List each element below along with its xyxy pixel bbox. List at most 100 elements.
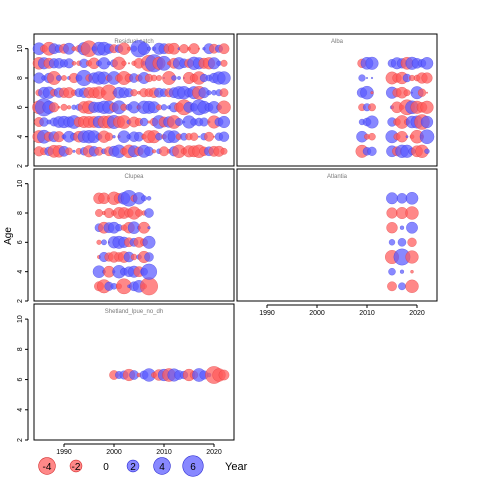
x-axis-label: Year bbox=[225, 461, 248, 473]
residual-bubble bbox=[218, 369, 230, 381]
residual-bubble bbox=[368, 103, 376, 112]
residual-bubble bbox=[197, 135, 200, 138]
x-tick-label: 2010 bbox=[156, 449, 172, 456]
panel-shetland: Shetland_lpue_no_dh 2 4 6 8 10 1990 2000 2010 202… bbox=[17, 303, 235, 456]
residual-bubble bbox=[417, 88, 427, 97]
residual-bubble bbox=[398, 282, 406, 291]
legend-label: 2 bbox=[130, 462, 136, 473]
residual-bubble bbox=[139, 117, 149, 127]
residual-bubble bbox=[95, 209, 103, 217]
residual-bubble bbox=[387, 281, 397, 292]
residual-bubble bbox=[370, 91, 374, 95]
residual-bubble bbox=[386, 192, 398, 205]
residual-bubble bbox=[101, 239, 107, 246]
residual-bubble bbox=[66, 105, 72, 110]
residual-bubble bbox=[399, 269, 405, 274]
residual-bubble bbox=[419, 129, 435, 144]
residual-bubble bbox=[57, 106, 61, 109]
y-tick-label: 6 bbox=[17, 105, 24, 109]
y-tick-label: 4 bbox=[17, 408, 24, 412]
residual-bubble bbox=[365, 76, 369, 80]
residual-bubble bbox=[188, 43, 200, 55]
x-tick-label: 1990 bbox=[56, 449, 72, 456]
y-tick-label: 4 bbox=[17, 270, 24, 274]
residual-bubble bbox=[65, 147, 73, 156]
residual-bubble bbox=[49, 102, 60, 113]
legend-label: -2 bbox=[72, 462, 81, 473]
x-tick-label: 2020 bbox=[409, 310, 425, 317]
panel-frame bbox=[33, 303, 235, 441]
residual-bubble bbox=[218, 43, 230, 55]
legend-bubble bbox=[153, 457, 171, 475]
residual-bubble bbox=[217, 115, 231, 129]
residual-bubble bbox=[405, 250, 419, 264]
residual-bubble bbox=[360, 85, 374, 100]
residual-bubble bbox=[407, 237, 417, 247]
y-axis-label: Age bbox=[3, 227, 14, 245]
residual-bubble bbox=[212, 135, 215, 138]
y-tick-label: 2 bbox=[17, 438, 24, 442]
legend-label: -4 bbox=[43, 462, 52, 473]
residual-bubble bbox=[56, 75, 62, 81]
y-tick-label: 2 bbox=[17, 164, 24, 168]
legend-bubble bbox=[182, 455, 204, 477]
residual-bubble bbox=[397, 238, 407, 247]
residual-bubble bbox=[206, 90, 212, 96]
residual-bubble bbox=[405, 191, 419, 205]
residual-bubble bbox=[218, 131, 230, 142]
residual-bubble bbox=[421, 72, 433, 84]
residual-bubble bbox=[60, 103, 68, 111]
panel-title: Shetland_lpue_no_dh bbox=[105, 309, 163, 315]
residual-bubble bbox=[130, 89, 138, 97]
y-tick-label: 8 bbox=[17, 211, 24, 215]
residual-bubble bbox=[367, 146, 377, 156]
residual-bubble bbox=[175, 118, 183, 126]
residual-bubble bbox=[220, 147, 228, 155]
y-tick-label: 8 bbox=[17, 76, 24, 80]
legend-bubble bbox=[38, 457, 56, 475]
residual-bubble bbox=[127, 46, 131, 51]
residual-bubble bbox=[405, 279, 419, 294]
residual-bubble bbox=[370, 76, 374, 80]
residual-bubble bbox=[217, 100, 231, 115]
y-tick-label: 10 bbox=[17, 45, 24, 53]
residual-bubble bbox=[144, 252, 154, 262]
legend-bubble bbox=[126, 459, 140, 473]
residual-bubble bbox=[403, 89, 411, 97]
panel-title: Alba bbox=[331, 39, 344, 45]
residual-bubble bbox=[388, 267, 396, 276]
residual-bubble bbox=[140, 263, 158, 280]
residual-bubble bbox=[160, 104, 168, 111]
panel-frame bbox=[33, 168, 235, 302]
residual-bubble bbox=[420, 57, 434, 70]
panel-frame bbox=[33, 33, 235, 167]
residual-bubble bbox=[146, 196, 152, 201]
x-tick-label: 2010 bbox=[359, 310, 375, 317]
x-tick-label: 2000 bbox=[309, 310, 325, 317]
residual-bubble bbox=[217, 71, 231, 85]
panels-layer: Residual catch246810AlbaClupea246810Atla… bbox=[17, 33, 438, 456]
panel-title: Clupea bbox=[124, 174, 144, 180]
residual-bubble bbox=[177, 76, 181, 80]
residual-bubble bbox=[171, 75, 177, 81]
residual-bubble bbox=[396, 193, 408, 204]
residual-bubble bbox=[156, 75, 162, 81]
residual-bubble bbox=[405, 135, 409, 139]
residual-bubble bbox=[130, 253, 138, 261]
residual-bubble bbox=[151, 149, 157, 154]
residual-bubble bbox=[146, 46, 152, 51]
residual-bubble bbox=[368, 132, 376, 141]
residual-bubble bbox=[386, 222, 398, 234]
legend-bubble bbox=[69, 459, 83, 473]
panel-atlantia: Atlantia 1990 2000 2010 2020 bbox=[236, 168, 438, 317]
y-tick-label: 10 bbox=[17, 180, 24, 188]
residual-bubble bbox=[71, 61, 77, 66]
residual-bubble bbox=[72, 149, 76, 153]
residual-bubble bbox=[141, 195, 147, 202]
residual-bubble bbox=[96, 239, 102, 245]
residual-bubble bbox=[197, 47, 200, 50]
y-tick-label: 2 bbox=[17, 299, 24, 303]
panel-frame bbox=[236, 168, 438, 302]
panel-frame bbox=[236, 33, 438, 167]
